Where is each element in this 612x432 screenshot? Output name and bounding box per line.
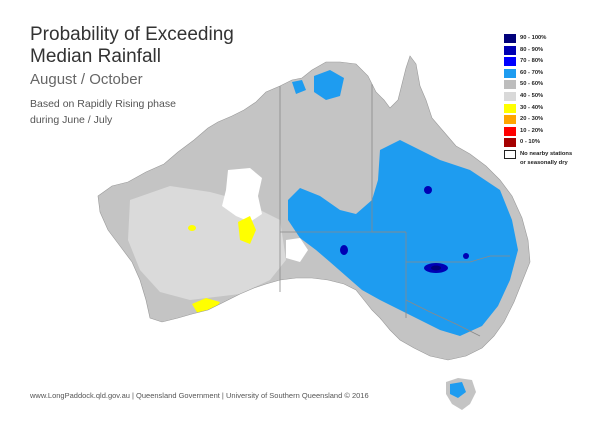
title-line-1: Probability of Exceeding	[30, 24, 234, 45]
legend-label: 10 - 20%	[520, 127, 544, 134]
legend-label: 80 - 90%	[520, 46, 544, 53]
no-data-line-1: No nearby stations	[520, 150, 573, 157]
legend-item-no-data: No nearby stations or seasonally dry	[504, 149, 608, 170]
legend-item: 60 - 70%	[504, 68, 608, 81]
legend: 90 - 100% 80 - 90% 70 - 80% 60 - 70% 50 …	[504, 34, 608, 170]
footer-credits: www.LongPaddock.qld.gov.au | Queensland …	[30, 391, 369, 400]
legend-item: 90 - 100%	[504, 34, 608, 46]
dark-blue-spot-3	[340, 245, 348, 255]
legend-label: 50 - 60%	[520, 81, 544, 88]
legend-label: 60 - 70%	[520, 69, 544, 76]
legend-label: 70 - 80%	[520, 58, 544, 65]
legend-label: 40 - 50%	[520, 92, 544, 99]
legend-swatch	[504, 68, 516, 78]
tasmania-blue-area	[450, 382, 466, 398]
legend-item: 70 - 80%	[504, 57, 608, 69]
qld-nsw-border	[406, 255, 510, 263]
legend-item: 10 - 20%	[504, 126, 608, 139]
legend-item: 50 - 60%	[504, 80, 608, 92]
state-borders	[279, 84, 510, 337]
legend-item: 40 - 50%	[504, 91, 608, 104]
basis-line-1: Based on Rapidly Rising phase	[30, 98, 176, 110]
nsw-vic-border	[405, 299, 481, 337]
title-line-2: Median Rainfall	[30, 46, 161, 67]
legend-item: 20 - 30%	[504, 115, 608, 127]
dark-blue-spot-2	[424, 186, 432, 194]
yellow-patch-1	[238, 216, 256, 244]
mainland-fills	[98, 56, 530, 360]
legend-label: 20 - 30%	[520, 116, 544, 123]
legend-swatch	[504, 80, 516, 90]
blue-north-patch	[314, 70, 344, 100]
legend-item: 0 - 10%	[504, 138, 608, 150]
period-label: August / October	[30, 71, 143, 88]
legend-swatch	[504, 115, 516, 125]
no-data-line-2: or seasonally dry	[520, 159, 568, 166]
legend-label: 90 - 100%	[520, 35, 547, 41]
blue-top-end-patch	[292, 80, 306, 94]
yellow-patch-5	[485, 347, 495, 353]
legend-label-no-data: No nearby stations or seasonally dry	[520, 150, 572, 168]
yellow-patch-4	[188, 225, 196, 231]
legend-swatch	[504, 91, 516, 101]
legend-swatch	[504, 45, 516, 55]
mainland-outline	[97, 55, 531, 361]
navy-spot	[431, 265, 441, 271]
map-title: Probability of Exceeding Median Rainfall	[30, 24, 234, 68]
basis-line-2: during June / July	[30, 114, 113, 126]
legend-swatch	[504, 138, 516, 148]
legend-label: 0 - 10%	[520, 139, 540, 146]
blue-60-70-east	[288, 140, 518, 336]
legend-swatch	[504, 57, 516, 67]
legend-label: 30 - 40%	[520, 104, 544, 111]
no-data-area-1	[222, 168, 262, 222]
basis-text: Based on Rapidly Rising phase during Jun…	[30, 96, 176, 128]
dark-blue-spot-4	[463, 253, 469, 259]
legend-item: 30 - 40%	[504, 103, 608, 116]
legend-swatch	[504, 103, 516, 113]
legend-swatch-no-data	[504, 149, 516, 159]
no-data-area-2	[286, 238, 308, 262]
legend-item: 80 - 90%	[504, 45, 608, 58]
legend-swatch	[504, 34, 516, 43]
legend-swatch	[504, 126, 516, 136]
